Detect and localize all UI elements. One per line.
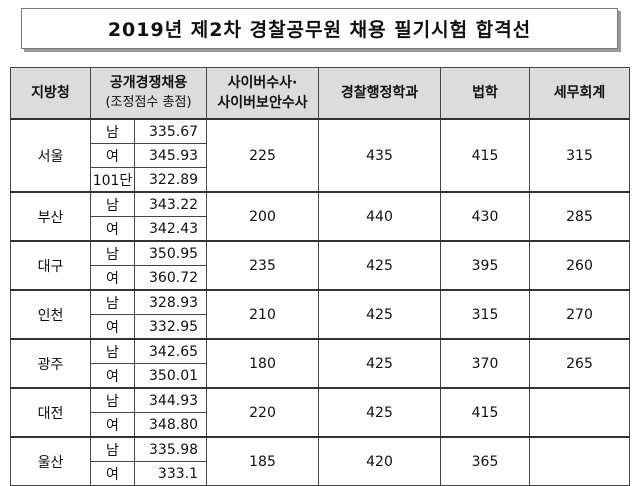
region-name: 울산 (10, 436, 91, 486)
table-row: 대구 남 350.95 235 425 395 260 (10, 240, 631, 291)
law-score-cell: 395 (440, 240, 531, 291)
table-row: 대전 남 344.93 220 425 415 (10, 387, 631, 438)
police-admin-score-cell: 425 (318, 240, 442, 291)
law-score-cell: 415 (440, 118, 531, 193)
cyber-score-cell: 210 (206, 289, 320, 340)
gender-cell: 남 (90, 240, 135, 266)
cyber-score-cell: 185 (206, 436, 320, 486)
cyber-score-cell: 200 (206, 191, 320, 242)
police-admin-score-cell: 425 (318, 289, 442, 340)
law-score-cell: 415 (440, 387, 531, 438)
gender-cell: 여 (90, 461, 135, 486)
police-admin-score-cell: 440 (318, 191, 442, 242)
general-score-cell: 343.22 (133, 191, 208, 217)
header-general-line1: 공개경쟁채용 (109, 75, 188, 91)
region-name: 서울 (10, 118, 91, 193)
general-score-cell: 342.43 (133, 216, 208, 242)
tax-score-cell: 260 (529, 240, 631, 291)
tax-score-cell: 315 (529, 118, 631, 193)
general-score-cell: 344.93 (133, 387, 208, 413)
law-score-cell: 370 (440, 338, 531, 389)
header-cyber: 사이버수사· 사이버보안수사 (206, 67, 320, 120)
header-cyber-line1: 사이버수사· (227, 75, 298, 91)
gender-cell: 남 (90, 191, 135, 217)
general-score-cell: 345.93 (133, 143, 208, 168)
general-score-cell: 332.95 (133, 314, 208, 340)
table-row: 광주 남 342.65 180 425 370 265 (10, 338, 631, 389)
gender-cell: 남 (90, 436, 135, 462)
gender-cell: 남 (90, 387, 135, 413)
cyber-score-cell: 220 (206, 387, 320, 438)
header-tax: 세무회계 (529, 67, 631, 120)
table-row: 인천 남 328.93 210 425 315 270 (10, 289, 631, 340)
table-row: 여 342.43 (11, 216, 630, 242)
cyber-score-cell: 235 (206, 240, 320, 291)
general-score-cell: 348.80 (133, 412, 208, 438)
tax-score-cell: 265 (529, 338, 631, 389)
region-name: 대전 (10, 387, 91, 438)
table-row: 여 348.80 (11, 412, 630, 438)
header-law: 법학 (440, 67, 531, 120)
gender-cell: 여 (90, 314, 135, 340)
tax-score-cell: 285 (529, 191, 631, 242)
general-score-cell: 350.95 (133, 240, 208, 266)
general-score-cell: 333.1 (133, 461, 208, 486)
header-police-admin: 경찰행정학과 (318, 67, 442, 120)
gender-cell: 여 (90, 363, 135, 389)
general-score-cell: 342.65 (133, 338, 208, 364)
gender-cell: 남 (90, 118, 135, 144)
gender-cell: 남 (90, 289, 135, 315)
tax-score-cell (529, 387, 631, 438)
gender-cell: 여 (90, 216, 135, 242)
table-row: 서울 남 335.67 225 435 415 315 (10, 118, 631, 193)
gender-cell: 여 (90, 412, 135, 438)
gender-cell: 여 (90, 143, 135, 168)
law-score-cell: 365 (440, 436, 531, 486)
table-row: 여 350.01 (11, 363, 630, 389)
police-admin-score-cell: 425 (318, 338, 442, 389)
table-body: 서울 남 335.67 225 435 415 315 여 345.93 101단 322.89 부산… (10, 118, 631, 486)
general-score-cell: 360.72 (133, 265, 208, 291)
general-score-cell: 328.93 (133, 289, 208, 315)
tax-score-cell (529, 436, 631, 486)
gender-cell: 여 (90, 265, 135, 291)
page-title: 2019년 제2차 경찰공무원 채용 필기시험 합격선 (21, 8, 618, 49)
law-score-cell: 315 (440, 289, 531, 340)
table-row: 여 345.93 (11, 143, 630, 168)
general-score-cell: 335.98 (133, 436, 208, 462)
law-score-cell: 430 (440, 191, 531, 242)
police-admin-score-cell: 425 (318, 387, 442, 438)
region-name: 광주 (10, 338, 91, 389)
general-score-cell: 322.89 (133, 167, 208, 193)
table-row: 울산 남 335.98 185 420 365 (10, 436, 631, 486)
table-row: 여 360.72 (11, 265, 630, 291)
region-name: 부산 (10, 191, 91, 242)
header-cyber-line2: 사이버보안수사 (217, 95, 308, 111)
table-row: 부산 남 343.22 200 440 430 285 (10, 191, 631, 242)
header-general-line2: (조정점수 총점) (105, 95, 192, 110)
pass-score-table: 지방청 공개경쟁채용 (조정점수 총점) 사이버수사· 사이버보안수사 경찰행정… (10, 67, 631, 486)
region-name: 대구 (10, 240, 91, 291)
table-row: 101단 322.89 (11, 167, 630, 193)
police-admin-score-cell: 435 (318, 118, 442, 193)
header-general: 공개경쟁채용 (조정점수 총점) (89, 67, 208, 120)
region-name: 인천 (10, 289, 91, 340)
general-score-cell: 335.67 (133, 118, 208, 144)
gender-cell: 101단 (90, 167, 135, 193)
header-region: 지방청 (10, 67, 91, 120)
table-row: 여 332.95 (11, 314, 630, 340)
general-score-cell: 350.01 (133, 363, 208, 389)
cyber-score-cell: 180 (206, 338, 320, 389)
tax-score-cell: 270 (529, 289, 631, 340)
cyber-score-cell: 225 (206, 118, 320, 193)
police-admin-score-cell: 420 (318, 436, 442, 486)
gender-cell: 남 (90, 338, 135, 364)
